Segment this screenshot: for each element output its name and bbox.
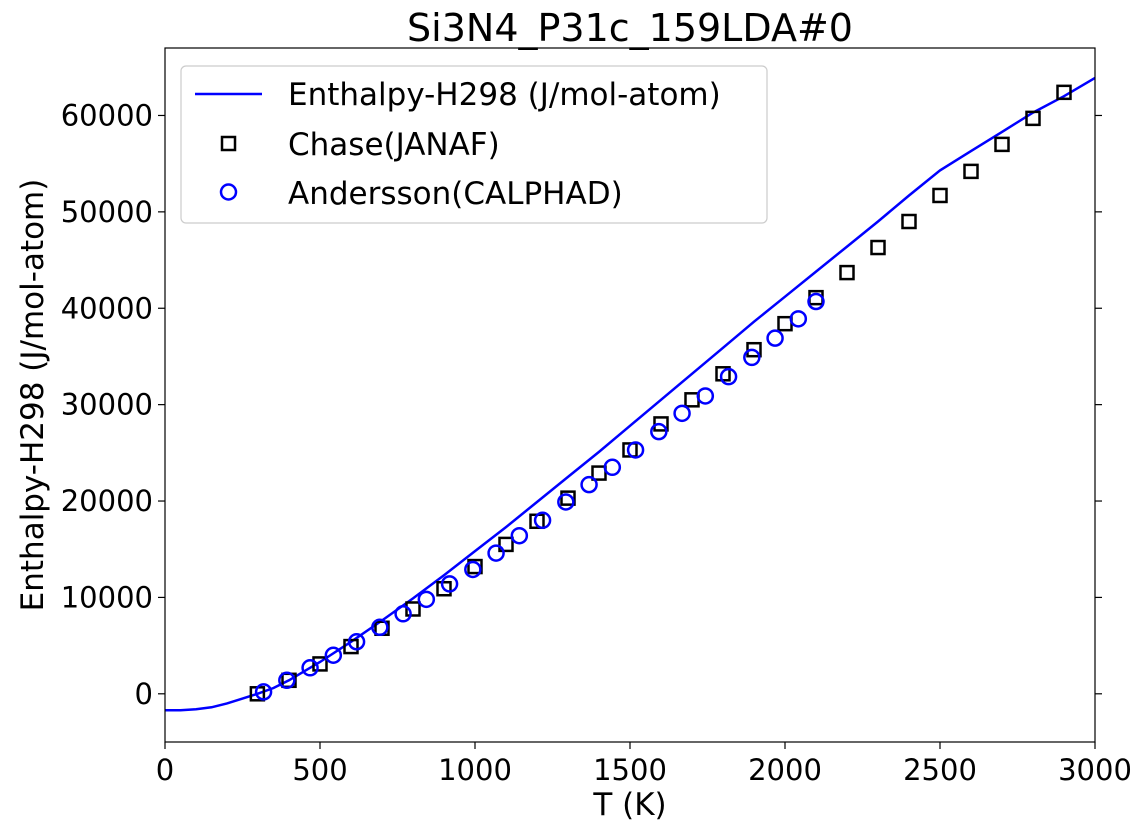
andersson-point [394,605,412,623]
plot-area [165,76,1096,712]
y-axis-title: Enthalpy-H298 (J/mol-atom) [15,179,51,612]
legend-square-swatch [220,135,237,152]
chase-point [436,580,452,597]
legend: Enthalpy-H298 (J/mol-atom) Chase(JANAF) … [180,65,768,224]
chase-point [994,136,1010,153]
andersson-point [417,590,436,609]
legend-circle-swatch [219,183,238,201]
chase-point [1056,84,1072,101]
x-axis-title: T (K) [592,787,666,823]
y-tick-label: 60000 [61,98,153,132]
y-tick-label: 20000 [61,484,153,518]
chase-point [870,239,886,256]
andersson-point [533,511,552,530]
andersson-point [510,526,529,545]
andersson-point [626,441,645,459]
x-axis: 0 500 1000 1500 2000 2500 3000 [156,742,1132,787]
y-tick-label: 10000 [61,580,153,614]
y-tick-label: 40000 [61,291,153,325]
legend-box [180,65,768,224]
chase-point [963,163,979,180]
chase-point [777,315,793,332]
x-tick-label: 3000 [1058,753,1132,787]
y-tick-label: 30000 [61,388,153,422]
chase-point [498,536,514,553]
andersson-point [440,575,459,593]
legend-label-chase: Chase(JANAF) [288,127,500,163]
y-tick-label: 50000 [61,195,153,229]
andersson-point [557,493,575,511]
andersson-point [807,292,825,311]
x-tick-label: 2500 [903,753,977,787]
chase-point [839,264,855,281]
andersson-point [487,544,505,562]
chase-point [312,656,328,672]
andersson-point [324,646,343,664]
x-tick-label: 1000 [438,753,512,787]
chase-point [653,416,669,432]
x-tick-label: 0 [156,753,174,787]
chase-point [560,490,576,506]
andersson-point [371,618,389,637]
chase-point [343,638,359,655]
chase-point [591,465,607,481]
andersson-point [254,683,273,701]
andersson-point [580,475,598,494]
andersson-point [278,671,296,690]
chart-title: Si3N4_P31c_159LDA#0 [407,6,853,50]
x-tick-label: 2000 [748,753,822,787]
andersson-point [650,422,668,441]
legend-label-andersson: Andersson(CALPHAD) [288,176,623,212]
chase-point [932,187,948,204]
chase-point [684,392,700,408]
chase-point [405,601,421,617]
andersson-point [673,404,691,423]
andersson-point [743,348,761,367]
andersson-point [789,310,808,328]
chase-point [901,213,917,230]
andersson-point [766,329,784,347]
andersson-point [347,633,366,651]
x-tick-label: 1500 [593,753,667,787]
legend-label-enthalpy: Enthalpy-H298 (J/mol-atom) [288,77,721,113]
andersson-point [464,560,482,579]
enthalpy-line [165,76,1096,712]
andersson-point [719,367,738,386]
andersson-point [301,659,319,677]
y-tick-label: 0 [135,677,153,711]
x-tick-label: 500 [292,753,347,787]
chase-point [746,341,762,358]
andersson-point [696,387,715,405]
andersson-point [603,458,622,477]
y-axis: 0 10000 20000 30000 40000 50000 60000 [61,98,1102,711]
chase-point [467,558,483,575]
chase-point [1025,110,1041,127]
